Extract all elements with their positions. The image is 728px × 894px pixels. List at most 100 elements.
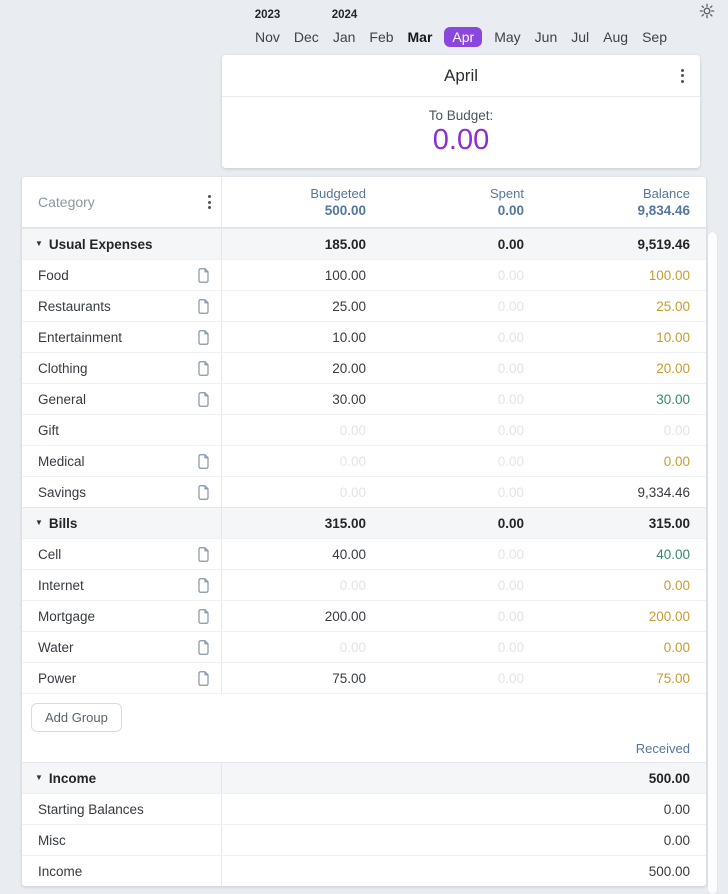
group-collapse-triangle-icon[interactable]: ▼ (35, 518, 43, 527)
category-name-cell[interactable]: Restaurants (22, 291, 222, 321)
note-icon[interactable] (197, 298, 210, 314)
budget-table: Category Budgeted 500.00 Spent 0.00 Bala… (22, 177, 706, 886)
category-name-cell[interactable]: Entertainment (22, 322, 222, 352)
category-row: General 30.00 0.00 30.00 (22, 383, 706, 414)
note-icon[interactable] (197, 267, 210, 283)
balance-value: 0.00 (663, 422, 690, 438)
category-name-cell[interactable]: Water (22, 632, 222, 662)
group-balance-total: 9,519.46 (637, 236, 690, 252)
group-row: ▼ Usual Expenses 185.00 0.00 9,519.46 (22, 228, 706, 259)
budgeted-value[interactable]: 10.00 (332, 329, 366, 345)
category-header-label: Category (38, 194, 95, 210)
year-2024: 2024 (331, 9, 358, 21)
scrollbar-thumb[interactable] (708, 232, 717, 894)
group-collapse-triangle-icon[interactable]: ▼ (35, 239, 43, 248)
category-name-cell[interactable]: General (22, 384, 222, 414)
category-name[interactable]: Internet (38, 577, 84, 593)
balance-value: 25.00 (656, 298, 690, 314)
note-icon[interactable] (197, 484, 210, 500)
month-may[interactable]: May (494, 29, 521, 45)
category-name[interactable]: Entertainment (38, 329, 123, 345)
note-icon[interactable] (197, 360, 210, 376)
budgeted-value[interactable]: 20.00 (332, 360, 366, 376)
category-menu-kebab-icon[interactable] (208, 195, 211, 209)
category-row: Entertainment 10.00 0.00 10.00 (22, 321, 706, 352)
category-name-cell[interactable]: Power (22, 663, 222, 693)
category-name-cell[interactable]: Clothing (22, 353, 222, 383)
month-sep[interactable]: Sep (642, 29, 667, 45)
category-name[interactable]: Restaurants (38, 298, 111, 314)
budgeted-value[interactable]: 75.00 (332, 670, 366, 686)
budgeted-value[interactable]: 0.00 (339, 577, 366, 593)
category-header-cell: Category (22, 177, 222, 227)
category-name[interactable]: Medical (38, 453, 85, 469)
category-row: Gift 0.00 0.00 0.00 (22, 414, 706, 445)
category-name[interactable]: General (38, 391, 87, 407)
note-icon[interactable] (197, 453, 210, 469)
category-name-cell[interactable]: Medical (22, 446, 222, 476)
category-name[interactable]: Gift (38, 422, 60, 438)
budgeted-value[interactable]: 0.00 (339, 422, 366, 438)
month-apr[interactable]: Apr (444, 27, 483, 47)
month-nov[interactable]: Nov (255, 29, 280, 45)
income-group-name: Income (48, 770, 97, 786)
income-name-cell[interactable]: Starting Balances (22, 794, 222, 824)
income-row: Starting Balances 0.00 (22, 793, 706, 824)
category-name-cell[interactable]: Gift (22, 415, 222, 445)
income-name-cell[interactable]: Income (22, 856, 222, 886)
note-icon[interactable] (197, 670, 210, 686)
note-icon[interactable] (197, 577, 210, 593)
income-value: 0.00 (663, 801, 690, 817)
category-name-cell[interactable]: Food (22, 260, 222, 290)
note-icon[interactable] (197, 639, 210, 655)
category-name[interactable]: Cell (38, 546, 62, 562)
budgeted-value[interactable]: 0.00 (339, 484, 366, 500)
group-name-cell[interactable]: ▼ Bills (22, 508, 222, 538)
month-mar[interactable]: Mar (407, 29, 433, 45)
month-menu-kebab-icon[interactable] (681, 68, 684, 83)
note-icon[interactable] (197, 608, 210, 624)
income-category-name[interactable]: Misc (38, 832, 66, 848)
spent-value: 0.00 (497, 267, 524, 283)
category-name[interactable]: Savings (38, 484, 87, 500)
month-jan[interactable]: Jan (332, 29, 356, 45)
category-name[interactable]: Clothing (38, 360, 88, 376)
category-name-cell[interactable]: Cell (22, 539, 222, 569)
category-name[interactable]: Water (38, 639, 74, 655)
category-name[interactable]: Food (38, 267, 69, 283)
note-icon[interactable] (197, 391, 210, 407)
income-category-name[interactable]: Income (38, 863, 83, 879)
spent-value: 0.00 (497, 546, 524, 562)
budgeted-value[interactable]: 40.00 (332, 546, 366, 562)
month-dec[interactable]: Dec (293, 29, 319, 45)
add-group-button[interactable]: Add Group (31, 703, 122, 732)
month-summary-card: April To Budget: 0.00 (222, 55, 700, 168)
budgeted-value[interactable]: 200.00 (324, 608, 366, 624)
budgeted-value[interactable]: 30.00 (332, 391, 366, 407)
balance-value: 0.00 (663, 577, 690, 593)
month-aug[interactable]: Aug (603, 29, 629, 45)
spent-value: 0.00 (497, 608, 524, 624)
category-name-cell[interactable]: Internet (22, 570, 222, 600)
group-collapse-triangle-icon[interactable]: ▼ (35, 773, 43, 782)
note-icon[interactable] (197, 329, 210, 345)
category-name[interactable]: Power (38, 670, 77, 686)
month-jul[interactable]: Jul (571, 29, 590, 45)
income-group-name-cell[interactable]: ▼ Income (22, 763, 222, 793)
income-name-cell[interactable]: Misc (22, 825, 222, 855)
month-feb[interactable]: Feb (369, 29, 394, 45)
budgeted-value[interactable]: 0.00 (339, 453, 366, 469)
budgeted-value[interactable]: 25.00 (332, 298, 366, 314)
budgeted-value[interactable]: 0.00 (339, 639, 366, 655)
category-name-cell[interactable]: Mortgage (22, 601, 222, 631)
category-name[interactable]: Mortgage (38, 608, 96, 624)
category-name-cell[interactable]: Savings (22, 477, 222, 507)
theme-toggle-sun-icon[interactable] (699, 3, 715, 19)
budgeted-value[interactable]: 100.00 (324, 267, 366, 283)
income-category-name[interactable]: Starting Balances (38, 801, 144, 817)
balance-value: 0.00 (663, 639, 690, 655)
note-icon[interactable] (197, 546, 210, 562)
spent-value: 0.00 (497, 670, 524, 686)
month-jun[interactable]: Jun (534, 29, 558, 45)
group-name-cell[interactable]: ▼ Usual Expenses (22, 229, 222, 259)
